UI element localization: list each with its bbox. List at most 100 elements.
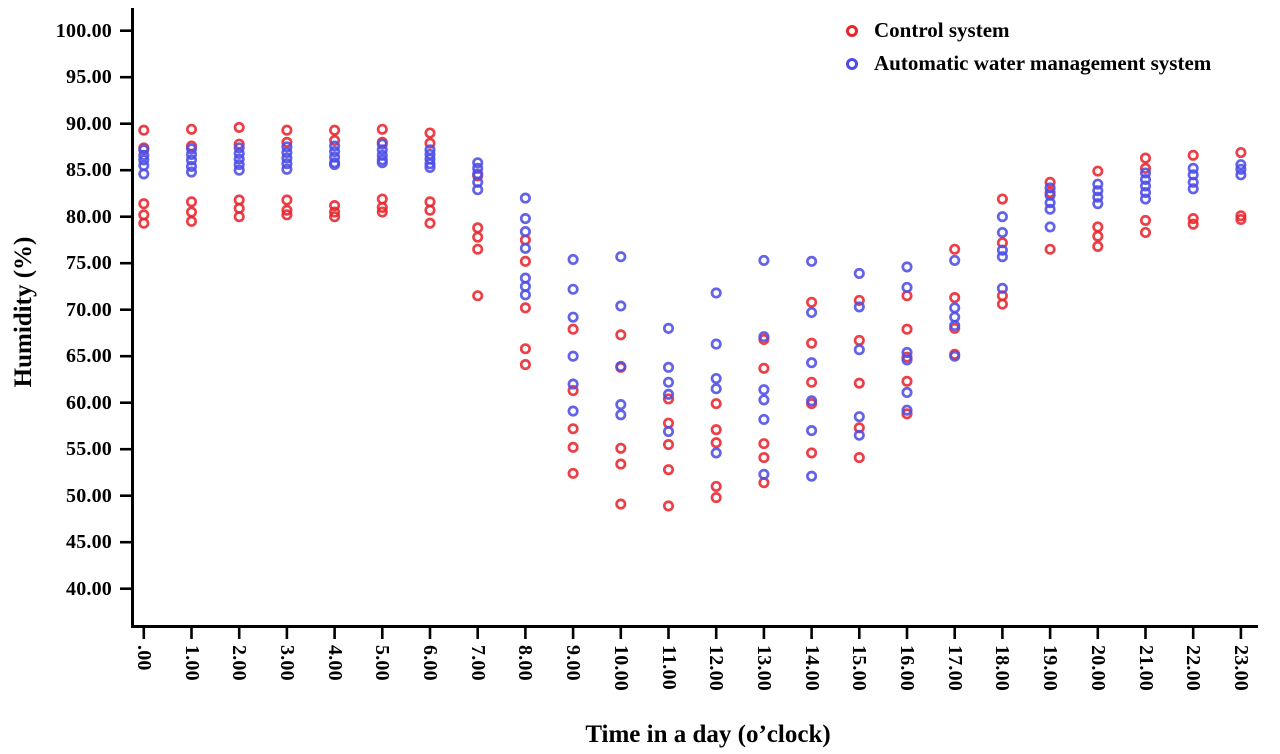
x-tick-label: 15.00 (848, 645, 871, 691)
x-axis-line (131, 625, 1258, 628)
x-tick (667, 628, 670, 639)
x-tick-label: 2.00 (228, 645, 251, 681)
data-point-control (281, 124, 293, 136)
data-point-automatic (329, 159, 341, 171)
y-tick-label: 100.00 (55, 19, 112, 42)
data-point-control (329, 206, 341, 218)
y-tick-label: 60.00 (66, 391, 112, 414)
data-point-automatic (710, 447, 722, 459)
data-point-control (329, 134, 341, 146)
data-point-automatic (1187, 183, 1199, 195)
data-point-automatic (1092, 191, 1104, 203)
x-tick-label: 9.00 (562, 645, 585, 681)
data-point-automatic (567, 253, 579, 266)
data-point-control (853, 377, 865, 389)
y-tick (120, 587, 131, 590)
data-point-control (996, 298, 1008, 310)
data-point-control (1139, 226, 1152, 239)
x-tick-label: 18.00 (991, 645, 1014, 691)
x-tick-label: 22.00 (1182, 645, 1205, 691)
data-point-automatic (185, 160, 198, 173)
data-point-automatic (567, 283, 579, 295)
data-point-control (1139, 152, 1152, 164)
x-tick-label: 19.00 (1039, 645, 1062, 691)
data-point-control (138, 198, 150, 210)
data-point-control (1092, 240, 1104, 253)
data-point-control (1044, 176, 1056, 188)
data-point-automatic (758, 394, 770, 406)
data-point-control (329, 124, 341, 136)
data-point-automatic (949, 319, 961, 332)
data-point-automatic (1044, 197, 1056, 209)
data-point-automatic (233, 153, 245, 165)
data-point-automatic (472, 157, 484, 169)
x-tick-label: 14.00 (800, 645, 823, 691)
data-point-automatic (138, 144, 150, 156)
data-point-automatic (615, 360, 627, 372)
x-tick (476, 628, 479, 639)
data-point-automatic (996, 226, 1008, 239)
data-point-control (567, 385, 579, 397)
x-tick (524, 628, 527, 639)
data-point-automatic (901, 404, 913, 416)
x-tick (142, 628, 146, 639)
data-point-control (1139, 214, 1152, 226)
x-tick (858, 628, 861, 639)
data-point-automatic (376, 157, 388, 169)
x-tick (333, 628, 336, 639)
data-point-automatic (758, 331, 770, 343)
data-point-control (472, 231, 484, 243)
data-point-control (710, 398, 722, 410)
data-point-control (424, 127, 436, 139)
data-point-control (424, 137, 436, 149)
x-tick (1239, 628, 1243, 639)
y-tick (120, 540, 131, 544)
data-point-automatic (1092, 178, 1104, 190)
x-tick (714, 628, 718, 639)
data-point-automatic (138, 154, 150, 166)
data-point-automatic (281, 152, 293, 164)
data-point-automatic (1044, 221, 1056, 233)
data-point-automatic (615, 251, 627, 263)
x-tick-label: 6.00 (419, 645, 441, 681)
data-point-automatic (233, 142, 245, 154)
data-point-automatic (1139, 193, 1152, 205)
data-point-control (1092, 221, 1104, 233)
data-point-automatic (138, 168, 150, 180)
x-tick-label: 8.00 (514, 645, 537, 681)
data-point-automatic (662, 388, 675, 400)
data-point-control (662, 464, 675, 476)
data-point-control (472, 243, 484, 255)
data-point-control (329, 211, 341, 223)
data-point-automatic (519, 192, 531, 204)
data-point-automatic (949, 350, 961, 362)
data-point-control (424, 217, 436, 229)
data-point-control (1092, 230, 1104, 242)
x-tick-label: .00 (132, 645, 155, 671)
x-axis-title: Time in a day (o’clock) (585, 721, 831, 748)
legend: Control system Automatic water managemen… (846, 14, 1211, 80)
y-tick (120, 215, 131, 218)
blue-circle-marker-icon (846, 57, 858, 70)
data-point-automatic (519, 213, 531, 225)
data-point-automatic (185, 148, 198, 160)
x-tick (190, 628, 193, 639)
y-tick-label: 50.00 (66, 484, 112, 507)
data-point-automatic (901, 261, 913, 273)
y-tick-label: 70.00 (66, 298, 112, 321)
y-tick (120, 494, 131, 497)
data-point-control (758, 438, 770, 450)
data-point-control (949, 292, 961, 304)
data-point-automatic (853, 267, 865, 279)
y-tick-label: 75.00 (66, 252, 112, 275)
legend-item-automatic: Automatic water management system (846, 47, 1211, 80)
data-point-automatic (758, 413, 770, 425)
data-point-control (710, 437, 722, 449)
x-tick (381, 628, 384, 639)
data-point-control (901, 323, 913, 335)
data-point-automatic (662, 322, 675, 334)
data-point-control (519, 302, 531, 314)
data-point-control (615, 498, 627, 510)
data-point-control (472, 222, 484, 234)
